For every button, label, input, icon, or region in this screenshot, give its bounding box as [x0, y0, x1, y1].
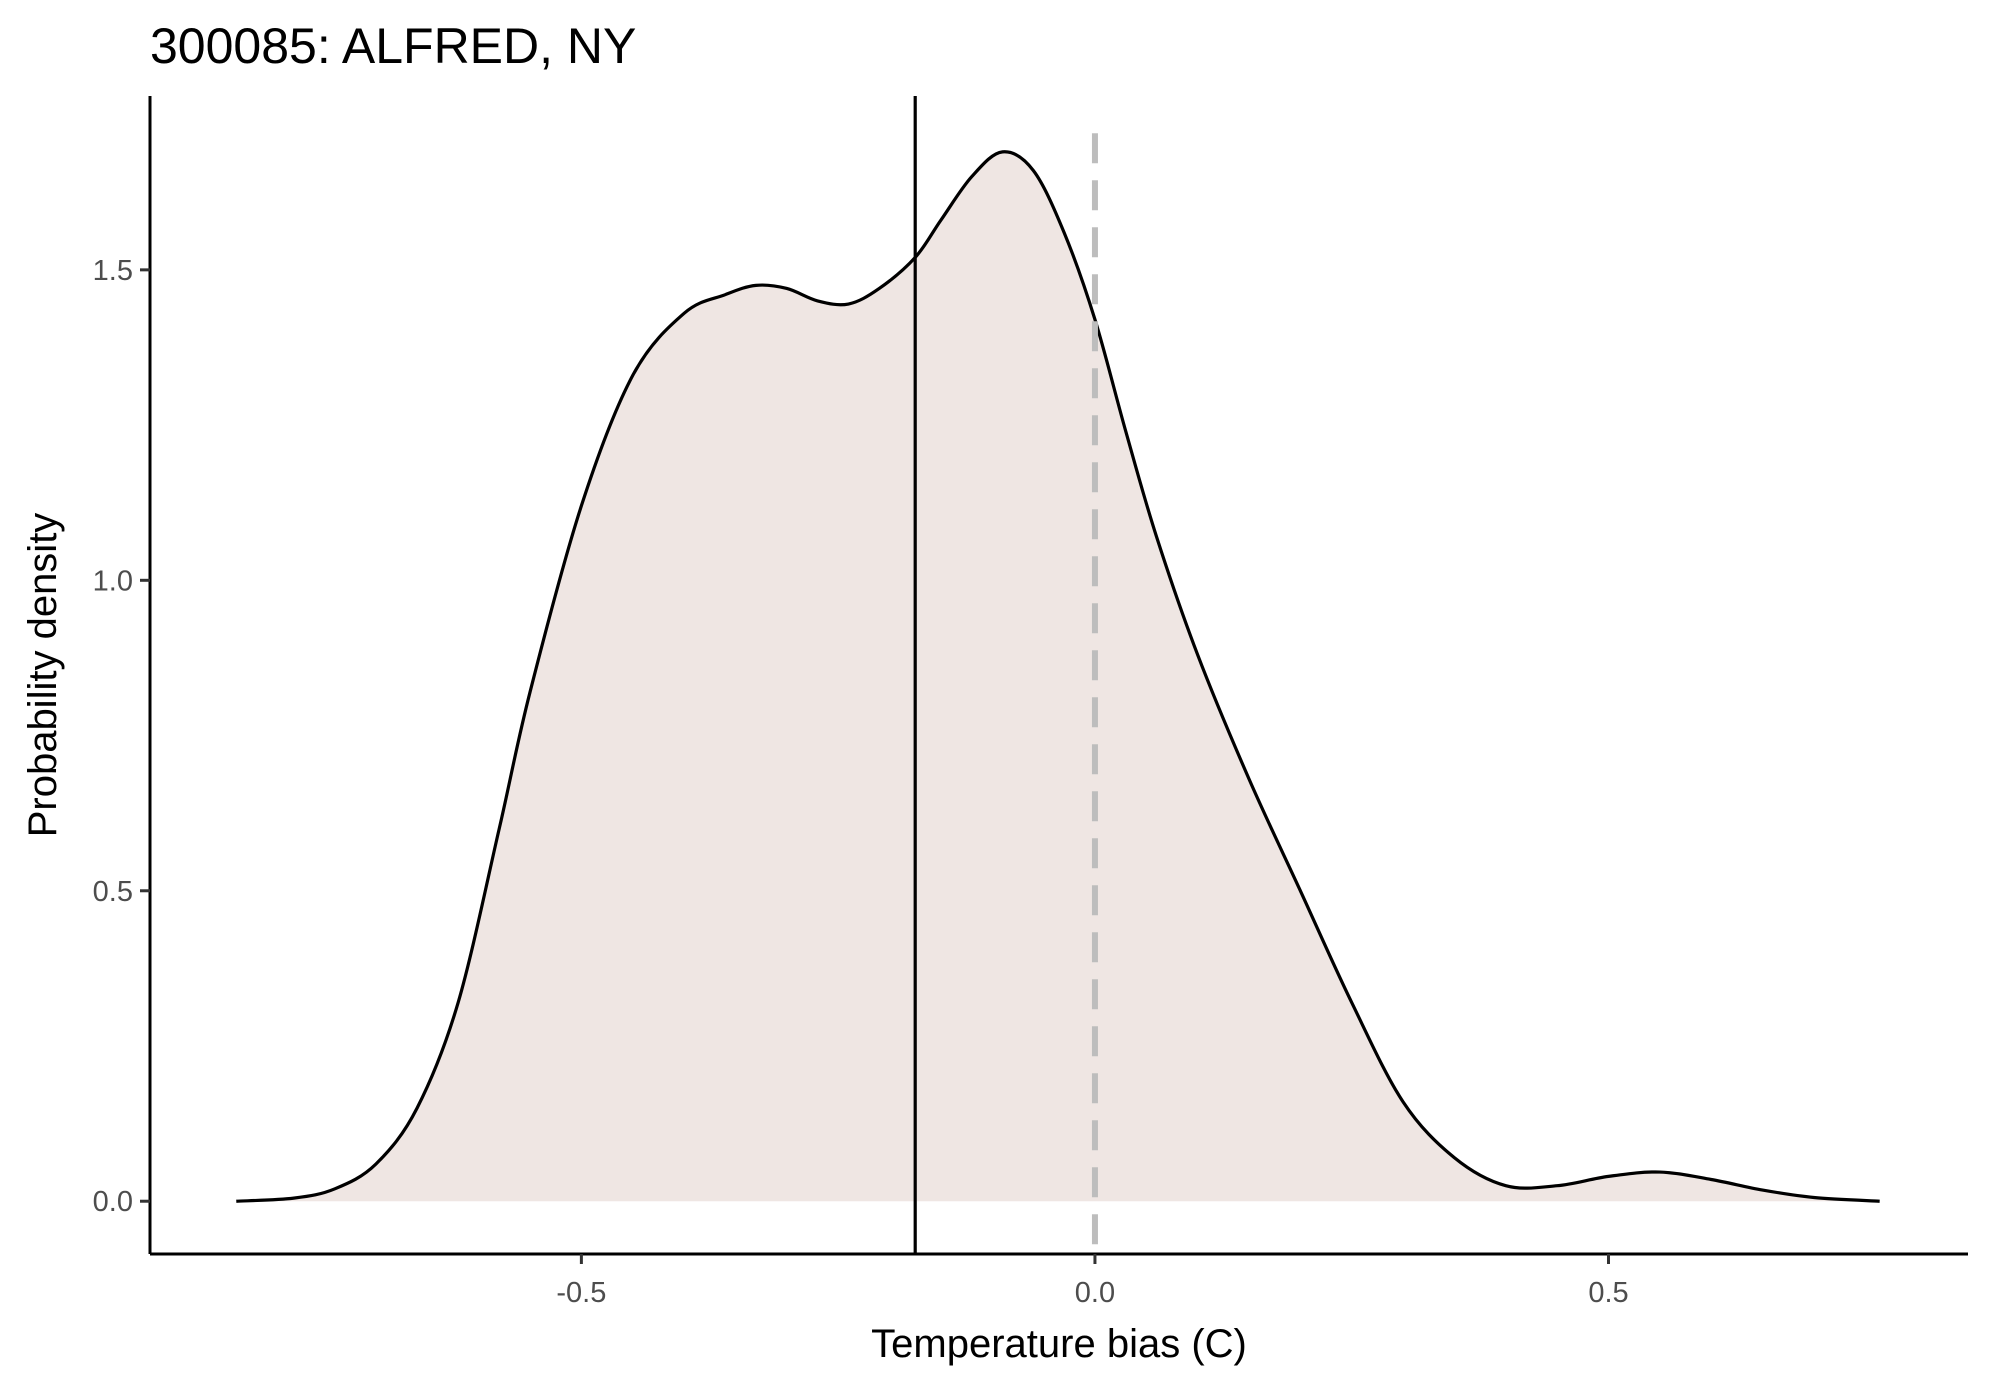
y-tick-label: 0.0 — [93, 1186, 133, 1218]
density-curve — [236, 150, 1880, 1203]
x-axis-ticks: -0.5 0.0 0.5 — [556, 1254, 1629, 1309]
y-tick-label: 1.0 — [93, 565, 133, 597]
x-axis-title: Temperature bias (C) — [871, 1322, 1247, 1366]
x-tick-label: 0.0 — [1075, 1277, 1115, 1309]
y-tick-label: 0.5 — [93, 876, 133, 908]
y-axis-title: Probability density — [21, 513, 65, 838]
density-area — [236, 151, 1880, 1202]
y-tick-label: 1.5 — [93, 255, 133, 287]
x-tick-label: -0.5 — [556, 1277, 606, 1309]
chart-title: 300085: ALFRED, NY — [150, 18, 636, 74]
y-axis-ticks: 0.0 0.5 1.0 1.5 — [93, 255, 150, 1218]
x-tick-label: 0.5 — [1588, 1277, 1628, 1309]
